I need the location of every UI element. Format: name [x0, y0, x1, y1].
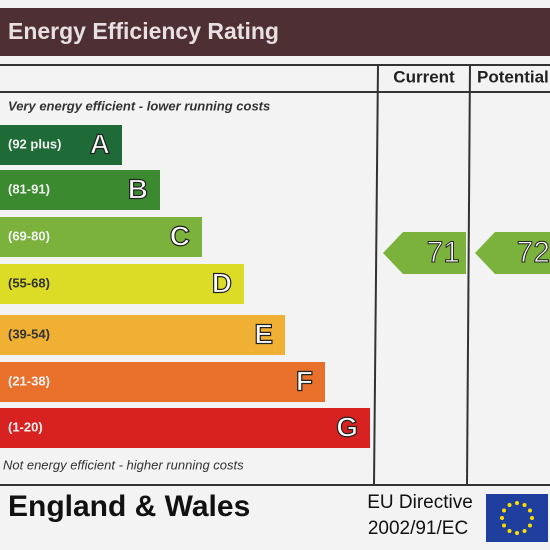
- star: [507, 503, 512, 508]
- star: [527, 508, 532, 513]
- bands: (92 plus) A (81-91) B (69-80) C (55-68) D (39-54…: [0, 125, 370, 448]
- star: [500, 516, 504, 520]
- column-header: Current: [393, 67, 455, 86]
- band-letter: G: [336, 411, 358, 442]
- rating-value: 72: [517, 236, 550, 269]
- star: [515, 531, 519, 535]
- band-range: (1-20): [8, 419, 43, 434]
- grid-frame: [0, 64, 550, 486]
- title: Energy Efficiency Rating: [8, 18, 279, 44]
- band-letter: C: [170, 220, 190, 251]
- rating-arrow: [475, 232, 550, 274]
- band-bar: [0, 362, 325, 402]
- star: [515, 501, 519, 505]
- ratings: 71 72: [383, 232, 550, 274]
- rating-arrow: [383, 232, 466, 274]
- region: England & Wales: [8, 490, 250, 523]
- band-range: (69-80): [8, 228, 50, 243]
- band-letter: A: [90, 128, 110, 159]
- eu-stars: [500, 501, 534, 535]
- star: [522, 503, 527, 508]
- band-letter: F: [296, 365, 313, 396]
- band-letter: E: [254, 318, 273, 349]
- band-bar: [0, 315, 285, 355]
- band-bar: [0, 408, 370, 448]
- band-bar: [0, 217, 202, 257]
- title-bar: [0, 8, 550, 56]
- star: [530, 516, 534, 520]
- star: [522, 528, 527, 533]
- band-range: (39-54): [8, 326, 50, 341]
- bottom-note: Not energy efficient - higher running co…: [3, 457, 244, 472]
- star: [502, 508, 507, 513]
- band-bar: [0, 170, 160, 210]
- top-note: Very energy efficient - lower running co…: [8, 98, 270, 113]
- band-range: (81-91): [8, 181, 50, 196]
- star: [502, 523, 507, 528]
- rule: [466, 64, 471, 486]
- star: [507, 528, 512, 533]
- rule: [373, 64, 379, 486]
- band-range: (92 plus): [8, 136, 61, 151]
- column-header: Potential: [477, 67, 549, 86]
- rating-value: 71: [427, 236, 460, 269]
- star: [527, 523, 532, 528]
- band-letter: D: [212, 267, 232, 298]
- band-letter: B: [128, 173, 148, 204]
- directive-number: 2002/91/EC: [368, 518, 468, 539]
- directive: EU Directive: [367, 492, 473, 513]
- band-bar: [0, 264, 244, 304]
- band-range: (55-68): [8, 275, 50, 290]
- band-bar: [0, 125, 122, 165]
- band-range: (21-38): [8, 373, 50, 388]
